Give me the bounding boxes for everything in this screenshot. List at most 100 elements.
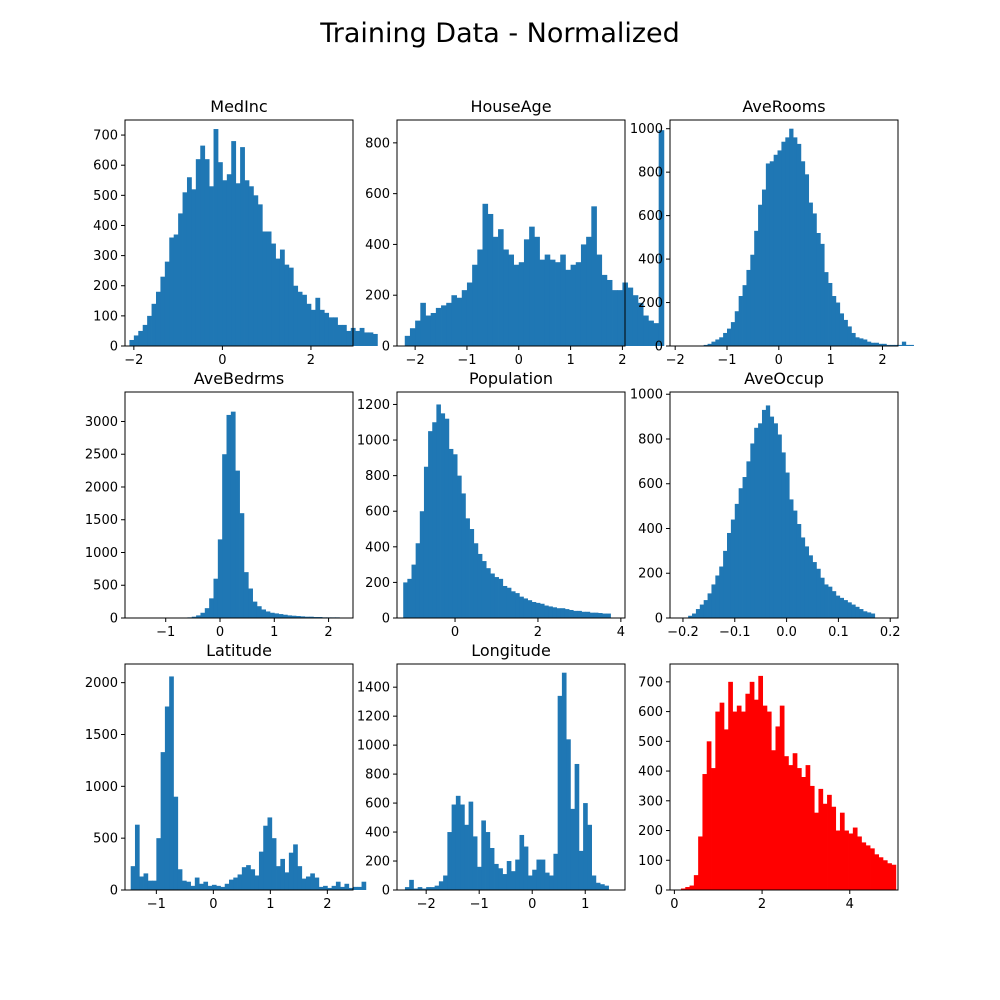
histogram-bar	[578, 850, 584, 890]
histogram-bar	[527, 600, 533, 618]
histogram-bar	[441, 305, 447, 346]
x-tick-label: 1	[566, 353, 574, 368]
histogram-bar	[745, 693, 751, 890]
histogram-bar	[785, 472, 790, 618]
x-tick-label: 4	[846, 897, 854, 912]
histogram-bar	[878, 857, 884, 890]
histogram-bar	[275, 258, 281, 346]
figure-title: Training Data - Normalized	[319, 18, 680, 49]
histogram-bar	[549, 875, 554, 890]
histogram-bar	[583, 803, 588, 890]
histogram-bar	[503, 249, 509, 346]
histogram-bar	[239, 513, 245, 618]
histogram-bar	[169, 676, 174, 890]
x-tick-label: 0	[216, 625, 224, 640]
histogram-bar	[882, 343, 887, 346]
histogram-bar	[577, 610, 582, 618]
histogram-bar	[874, 342, 879, 346]
y-tick-label: 1000	[357, 739, 390, 754]
histogram-bar	[781, 141, 786, 346]
y-tick-label: 200	[365, 855, 390, 870]
histogram-bar	[186, 881, 191, 890]
histogram-bar	[612, 290, 618, 346]
histogram-bar	[581, 611, 587, 618]
histogram-bar	[271, 243, 276, 346]
histogram-bar	[855, 606, 860, 618]
histogram-bar	[403, 582, 408, 618]
histogram-bar	[182, 880, 187, 890]
y-tick-label: 0	[110, 340, 118, 355]
histogram-bar	[425, 315, 432, 346]
histogram-bar	[781, 452, 786, 618]
histogram-bar	[828, 586, 833, 618]
histogram-bar	[531, 601, 537, 618]
histogram-bar	[211, 884, 217, 890]
histogram-bar	[288, 267, 294, 346]
histogram-bar	[305, 876, 311, 890]
y-tick-label: 800	[365, 469, 390, 484]
panel-title: MedInc	[210, 97, 267, 116]
histogram-bar	[882, 860, 888, 890]
histogram-bar	[540, 859, 546, 890]
histogram-bar	[466, 282, 473, 346]
histogram-bar	[511, 591, 516, 618]
histogram-bar	[587, 824, 592, 890]
histogram-bar	[409, 328, 416, 346]
histogram-bar	[191, 616, 197, 618]
y-tick-label: 0	[110, 884, 118, 899]
histogram-bar	[243, 572, 249, 618]
histogram-bar	[544, 872, 550, 890]
axes-frame	[124, 663, 354, 891]
x-tick-label: 2	[758, 897, 766, 912]
histogram-bar	[734, 311, 740, 346]
histogram-bar	[160, 752, 166, 890]
histogram-bar	[627, 287, 634, 346]
y-tick-label: 400	[365, 826, 390, 841]
histogram-bar	[300, 616, 306, 618]
x-tick-label: 1	[266, 897, 274, 912]
histogram-bar	[147, 880, 153, 890]
histogram-bar	[182, 192, 188, 346]
x-tick-label: −1	[457, 353, 476, 368]
histogram-bar	[178, 213, 183, 346]
histogram-bar	[421, 888, 427, 890]
histogram-bar	[809, 785, 815, 890]
histogram-bar	[409, 879, 414, 890]
histogram-bar	[695, 609, 701, 618]
histogram-bar	[570, 808, 576, 890]
x-tick-label: −0.1	[719, 625, 751, 640]
histogram-bar	[824, 272, 829, 346]
histogram-bar	[341, 324, 347, 346]
y-tick-label: 1000	[85, 546, 118, 561]
y-tick-label: 200	[365, 576, 390, 591]
histogram-panel: −2 −1 0 1 0 200 400 600 800 1000 1200 1400 Longitude	[357, 641, 626, 912]
histogram-bar	[209, 598, 214, 618]
histogram-bar	[529, 226, 535, 346]
histogram-bar	[540, 603, 545, 618]
histogram-bar	[469, 529, 475, 618]
histogram-bar	[792, 753, 798, 890]
panel-title: AveRooms	[742, 97, 825, 116]
histogram-bar	[765, 163, 771, 346]
histogram-bar	[417, 887, 423, 890]
histogram-bar	[348, 887, 354, 890]
y-tick-label: 200	[638, 567, 663, 582]
histogram-bar	[564, 609, 570, 618]
histogram-bar	[909, 344, 914, 346]
histogram-bar	[601, 274, 608, 346]
histogram-bar	[575, 262, 582, 346]
panel-title: Latitude	[206, 641, 272, 660]
axes-frame	[669, 663, 899, 891]
x-tick-label: 2	[618, 353, 626, 368]
histogram-bar	[518, 262, 525, 346]
histogram-bar	[263, 825, 268, 890]
histogram-bar	[758, 423, 763, 618]
histogram-bar	[194, 877, 200, 890]
histogram-bar	[796, 143, 802, 346]
histogram-bar	[513, 264, 520, 346]
histogram-bar	[142, 324, 148, 346]
histogram-bar	[293, 844, 298, 890]
histogram-bar	[415, 320, 421, 346]
histogram-bar	[456, 297, 463, 346]
histogram-bar	[762, 705, 768, 890]
